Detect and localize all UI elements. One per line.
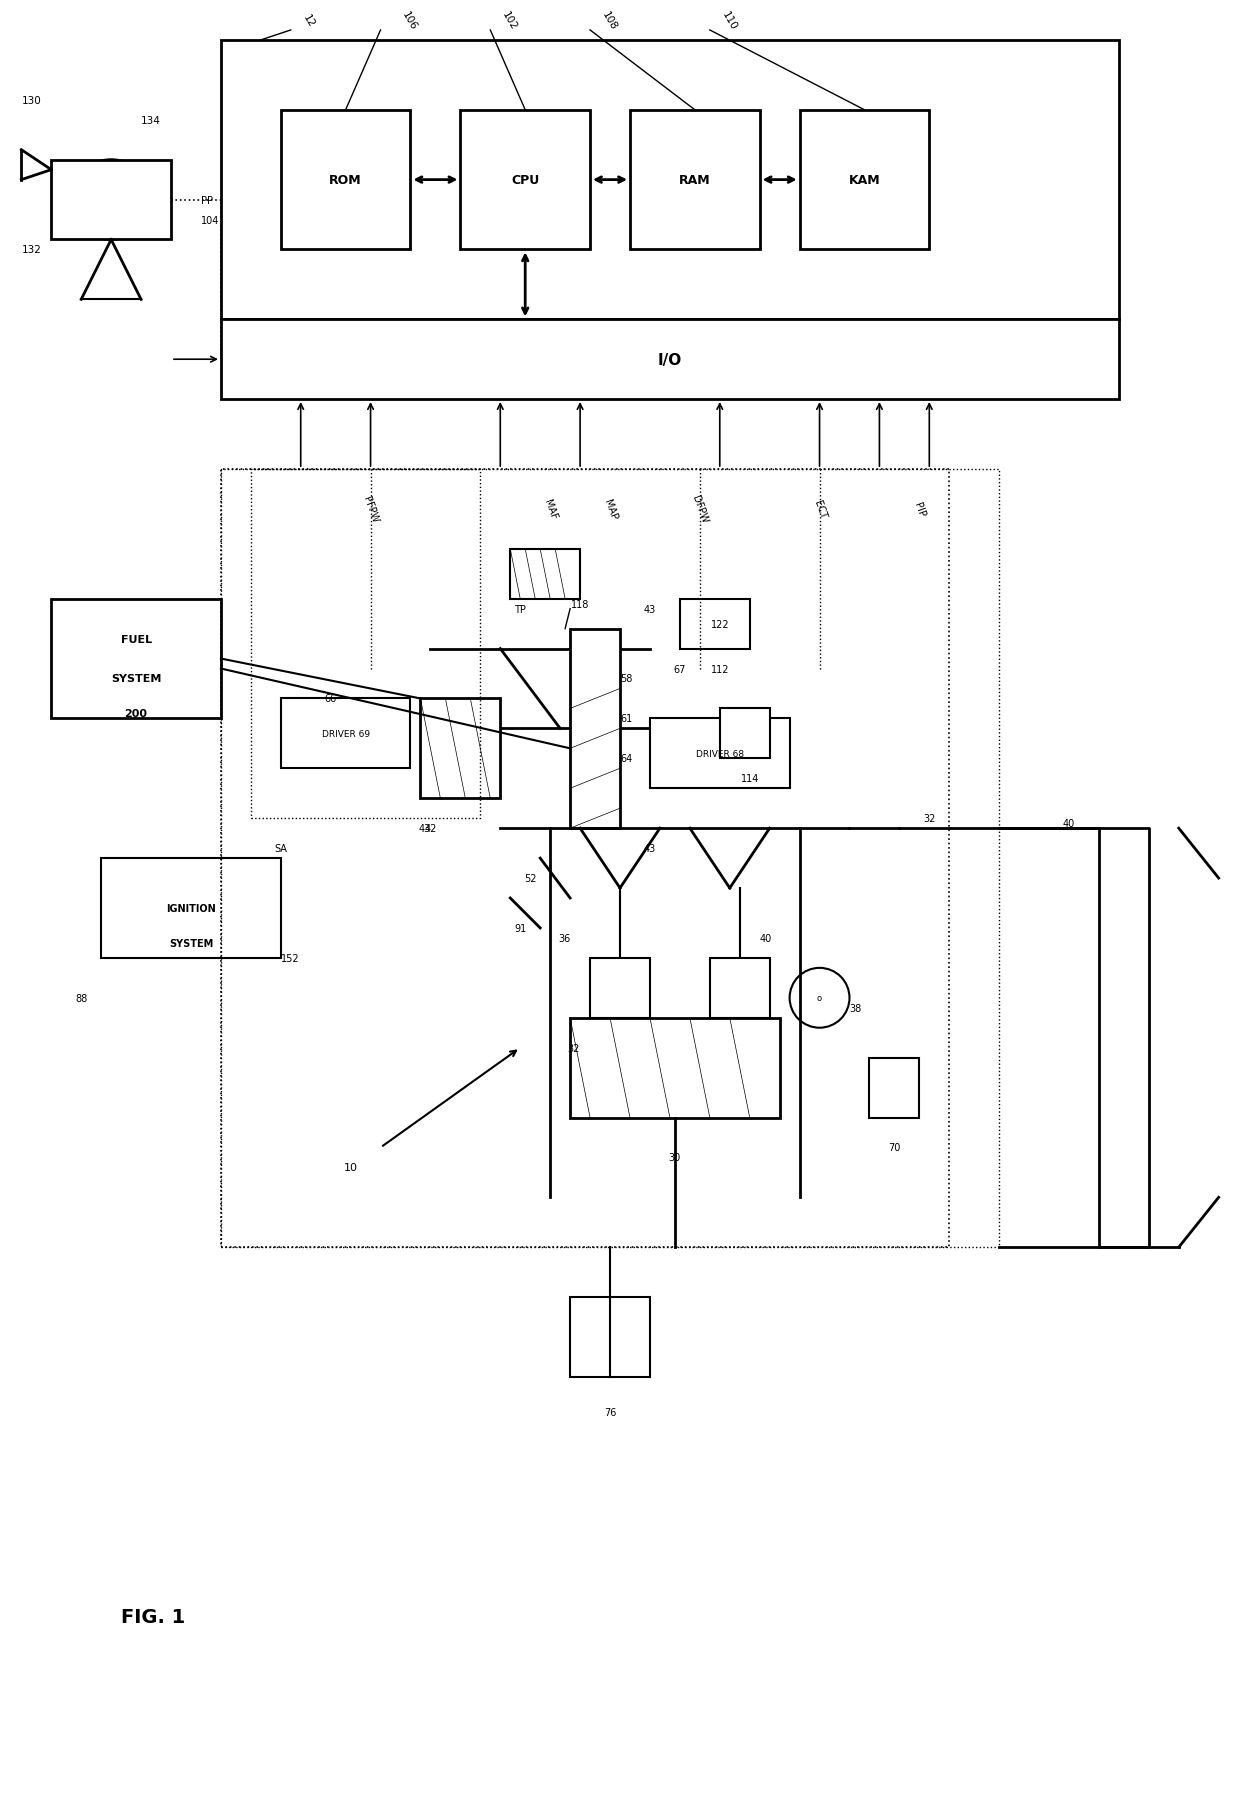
Text: DFPW: DFPW [691, 494, 709, 525]
Bar [460, 111, 590, 250]
Bar [680, 599, 750, 649]
Bar [800, 111, 929, 250]
Text: 36: 36 [558, 933, 570, 944]
Bar [221, 41, 1118, 320]
Text: 200: 200 [124, 708, 148, 719]
Text: PFPW: PFPW [361, 494, 379, 523]
Text: MAP: MAP [601, 498, 619, 521]
Text: 108: 108 [600, 11, 619, 32]
Text: 102: 102 [500, 11, 518, 32]
Bar [51, 160, 171, 241]
Text: SYSTEM: SYSTEM [169, 939, 213, 948]
Text: SYSTEM: SYSTEM [110, 674, 161, 683]
Text: MAF: MAF [542, 498, 558, 521]
Text: IGNITION: IGNITION [166, 903, 216, 913]
Bar [590, 958, 650, 1018]
Bar [570, 1298, 650, 1377]
Text: 30: 30 [668, 1153, 681, 1163]
Bar [51, 599, 221, 719]
Text: 52: 52 [525, 874, 537, 883]
Text: RAM: RAM [680, 174, 711, 187]
Text: 64: 64 [620, 753, 632, 764]
Text: 114: 114 [740, 773, 759, 784]
Text: 58: 58 [620, 674, 632, 683]
Text: CPU: CPU [511, 174, 539, 187]
Bar [869, 1057, 919, 1118]
Text: 134: 134 [141, 115, 161, 126]
Text: 40: 40 [1063, 818, 1075, 829]
Text: TP: TP [515, 604, 526, 615]
Text: ECT: ECT [812, 500, 827, 520]
Text: 110: 110 [719, 11, 738, 32]
Text: 152: 152 [280, 953, 299, 964]
Bar [510, 550, 580, 599]
Text: FUEL: FUEL [120, 635, 151, 644]
Bar [420, 699, 500, 798]
Text: 43: 43 [418, 823, 430, 834]
Text: SA: SA [274, 843, 288, 854]
Text: o: o [817, 994, 822, 1003]
Text: FIG. 1: FIG. 1 [122, 1607, 185, 1625]
Bar [570, 629, 620, 829]
Circle shape [102, 191, 122, 210]
Text: 43: 43 [644, 604, 656, 615]
Text: 32: 32 [923, 814, 935, 823]
Text: 104: 104 [201, 216, 219, 225]
Bar [102, 859, 280, 958]
Text: 112: 112 [711, 663, 729, 674]
Text: 67: 67 [673, 663, 686, 674]
Bar [280, 111, 410, 250]
Text: PP: PP [201, 196, 213, 205]
Text: 38: 38 [849, 1003, 862, 1014]
Text: 42: 42 [424, 823, 436, 834]
Text: 43: 43 [644, 843, 656, 854]
Text: PIP: PIP [913, 502, 926, 518]
Bar [719, 708, 770, 759]
Bar [221, 320, 1118, 399]
Text: KAM: KAM [848, 174, 880, 187]
Text: 66: 66 [325, 694, 337, 705]
Text: DRIVER 69: DRIVER 69 [321, 730, 370, 739]
Text: ROM: ROM [330, 174, 362, 187]
Text: I/O: I/O [657, 352, 682, 367]
Text: 118: 118 [570, 599, 589, 610]
Text: DRIVER 68: DRIVER 68 [696, 750, 744, 759]
Text: 10: 10 [343, 1163, 357, 1172]
Text: 70: 70 [888, 1144, 900, 1153]
Bar [630, 111, 760, 250]
Bar [650, 719, 790, 789]
Text: 32: 32 [568, 1043, 580, 1054]
Text: 88: 88 [76, 992, 87, 1003]
Text: 91: 91 [515, 924, 526, 933]
Bar [280, 699, 410, 770]
Bar [709, 958, 770, 1018]
Text: 132: 132 [21, 245, 41, 255]
Text: 122: 122 [711, 619, 729, 629]
Text: 130: 130 [21, 95, 41, 106]
Text: 106: 106 [401, 11, 419, 32]
Bar [570, 1018, 780, 1118]
Text: 12: 12 [301, 13, 316, 29]
Text: 76: 76 [604, 1408, 616, 1417]
Text: 40: 40 [760, 933, 773, 944]
Text: 61: 61 [620, 714, 632, 725]
